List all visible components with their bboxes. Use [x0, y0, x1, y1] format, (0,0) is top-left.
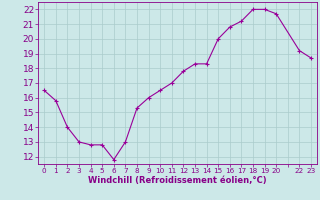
X-axis label: Windchill (Refroidissement éolien,°C): Windchill (Refroidissement éolien,°C): [88, 176, 267, 185]
